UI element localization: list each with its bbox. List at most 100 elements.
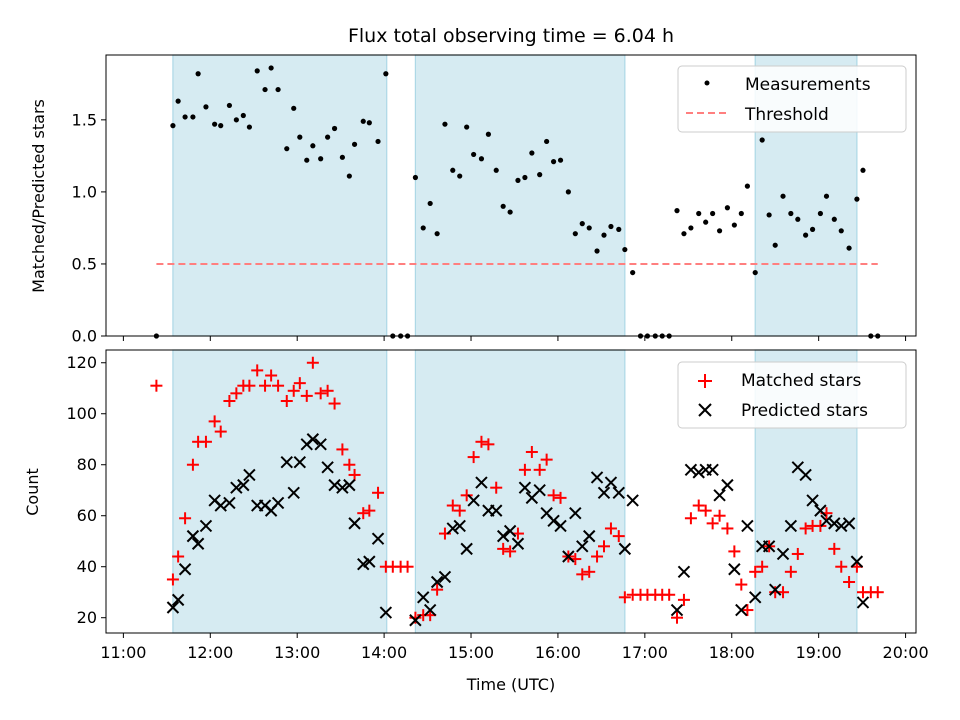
predicted-star-point [475,476,488,489]
predicted-star-point [856,596,870,609]
matched-star-point [251,364,264,377]
measurement-point [464,124,470,130]
measurement-point [716,228,723,234]
matched-star-point [230,387,243,400]
measurement-point [203,104,209,110]
bottom-y-axis-label: Count [23,468,42,516]
predicted-star-point [835,519,848,533]
legend-predicted-label: Predicted stars [741,401,868,421]
matched-star-point [618,591,631,604]
predicted-star-point [166,601,180,614]
bottom-axes-frame [105,349,917,634]
measurement-point [550,159,557,165]
measurement-point [310,143,316,149]
measurement-point [190,114,196,120]
predicted-star-point [348,517,361,530]
measurement-point [846,245,852,251]
matched-star-point [497,542,510,555]
predicted-star-point [768,583,782,596]
predicted-star-point [417,591,430,604]
measurement-point [434,231,440,237]
top-ytick-label: 0.0 [72,327,97,346]
matched-star-point [791,547,804,560]
predicted-stars-points [166,433,870,627]
matched-star-point [186,458,199,471]
predicted-star-point [511,537,525,550]
matched-star-point [784,565,797,578]
measurement-point [724,205,731,211]
bottom-ytick-label: 60 [77,506,97,525]
matched-star-point [612,530,625,543]
matched-star-point [871,586,884,599]
measurement-point [318,156,324,162]
matched-star-point [208,415,221,428]
matched-star-point [525,445,538,458]
measurement-point [557,157,564,163]
measurement-point [809,226,816,232]
predicted-star-point [677,565,691,579]
predicted-star-point [850,555,864,568]
measurement-point [304,157,310,163]
predicted-star-point [597,486,611,499]
predicted-star-point [604,476,618,489]
matched-star-point [706,517,719,530]
predicted-star-point [199,519,213,533]
measurement-point [226,102,233,109]
predicted-star-point [799,468,812,482]
x-axis-label: Time (UTC) [466,675,555,694]
top-legend: Measurements Threshold [677,65,907,133]
measurement-point [351,141,358,147]
predicted-star-point [467,494,480,507]
predicted-star-point [569,506,582,520]
bottom-y-ticks: 20 40 60 80 100 120 [66,353,106,627]
measurement-point [493,167,499,173]
bottom-ytick-label: 100 [66,404,97,423]
measurement-point [297,134,303,140]
measurement-point [731,222,737,228]
matched-star-point [482,438,495,451]
bottom-panel: 20 40 60 80 100 120 11:00 12:00 13:00 14:00 15:00… [23,349,929,694]
measurement-point [854,196,860,202]
predicted-star-point [728,563,741,576]
predicted-star-point [741,519,754,533]
predicted-star-point [692,466,705,479]
xtick-label: 11:00 [100,643,146,662]
measurement-point [515,177,521,183]
chart-title: Flux total observing time = 6.04 h [348,25,674,47]
predicted-star-point [820,514,833,528]
matched-star-point [576,568,589,581]
predicted-star-point [191,537,205,550]
xtick-label: 12:00 [187,643,233,662]
matched-star-point [259,379,272,392]
predicted-star-point [670,603,684,617]
measurement-point [218,123,224,129]
measurement-point [772,242,778,248]
top-shade-band [414,54,626,337]
legend-threshold-label: Threshold [744,105,829,125]
measurement-point [420,225,426,231]
measurement-point [703,219,709,225]
predicted-star-point [576,540,589,553]
predicted-star-point [343,478,356,492]
matched-star-point [166,573,179,586]
predicted-star-point [438,570,452,584]
matched-star-point [446,499,459,512]
matched-star-point [467,451,480,464]
top-y-ticks: 0.0 0.5 1.0 1.5 [72,110,106,346]
matched-star-point [799,522,812,535]
predicted-star-point [706,463,719,477]
measurement-point [795,216,801,222]
matched-star-point [583,565,596,578]
matched-star-point [453,504,466,517]
measurement-point [262,86,268,93]
matched-star-point [684,512,697,525]
matched-star-point [699,504,712,517]
measurement-point [860,167,866,173]
predicted-star-point [762,540,776,553]
measurement-point [383,71,389,77]
matched-star-point [293,377,306,390]
measurement-point [375,138,381,145]
measurement-point [586,225,592,231]
measurement-point [240,112,246,119]
predicted-star-point [214,499,227,512]
